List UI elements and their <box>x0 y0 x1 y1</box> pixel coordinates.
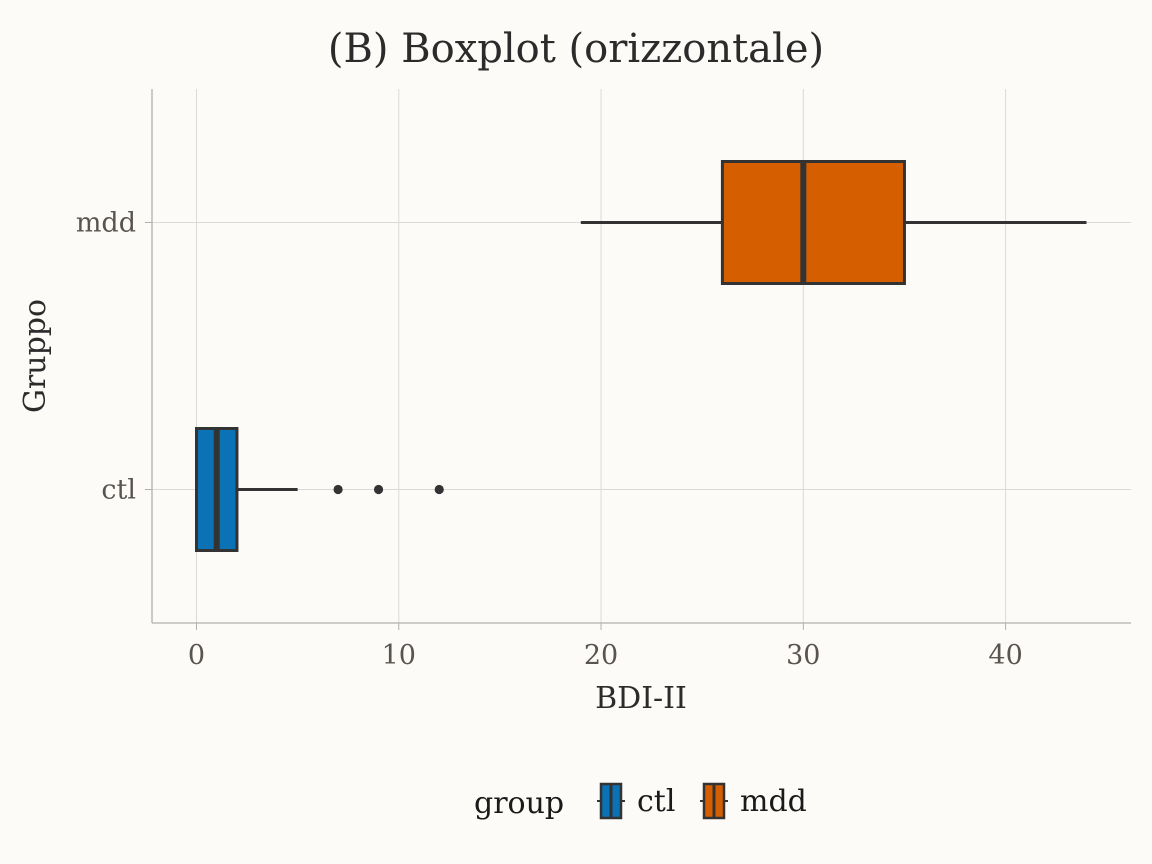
x-tick-label-20: 20 <box>584 640 618 671</box>
box-mdd <box>580 160 1087 285</box>
legend-title: group <box>474 786 564 821</box>
outlier-point-ctl-0 <box>333 484 343 495</box>
x-axis-title: BDI-II <box>595 681 687 716</box>
y-tick-label-mdd: mdd <box>76 208 136 239</box>
legend: group ctl mdd <box>474 782 807 821</box>
legend-label-ctl: ctl <box>637 784 675 819</box>
x-tick-label-40: 40 <box>988 640 1022 671</box>
chart-title: (B) Boxplot (orizzontale) <box>328 26 824 72</box>
x-tick-label-10: 10 <box>382 640 416 671</box>
x-tick-label-0: 0 <box>188 640 205 671</box>
y-tick-label-ctl: ctl <box>101 475 136 506</box>
x-tick-label-30: 30 <box>786 640 820 671</box>
tick-layer: 0 10 20 30 40 ctl mdd <box>76 208 1023 672</box>
legend-item-mdd: mdd <box>700 782 807 820</box>
outlier-point-ctl-1 <box>373 484 384 495</box>
legend-item-ctl: ctl <box>597 782 675 820</box>
outlier-point-ctl-2 <box>434 484 444 495</box>
y-axis-title: Gruppo <box>18 299 53 413</box>
box-ctl <box>195 427 444 552</box>
legend-label-mdd: mdd <box>740 784 807 819</box>
iqr-box-mdd <box>720 160 906 285</box>
axis-layer <box>145 89 1131 630</box>
box-layer <box>195 160 1087 552</box>
legend-items: ctl mdd <box>597 782 807 820</box>
grid-layer <box>152 89 1131 623</box>
